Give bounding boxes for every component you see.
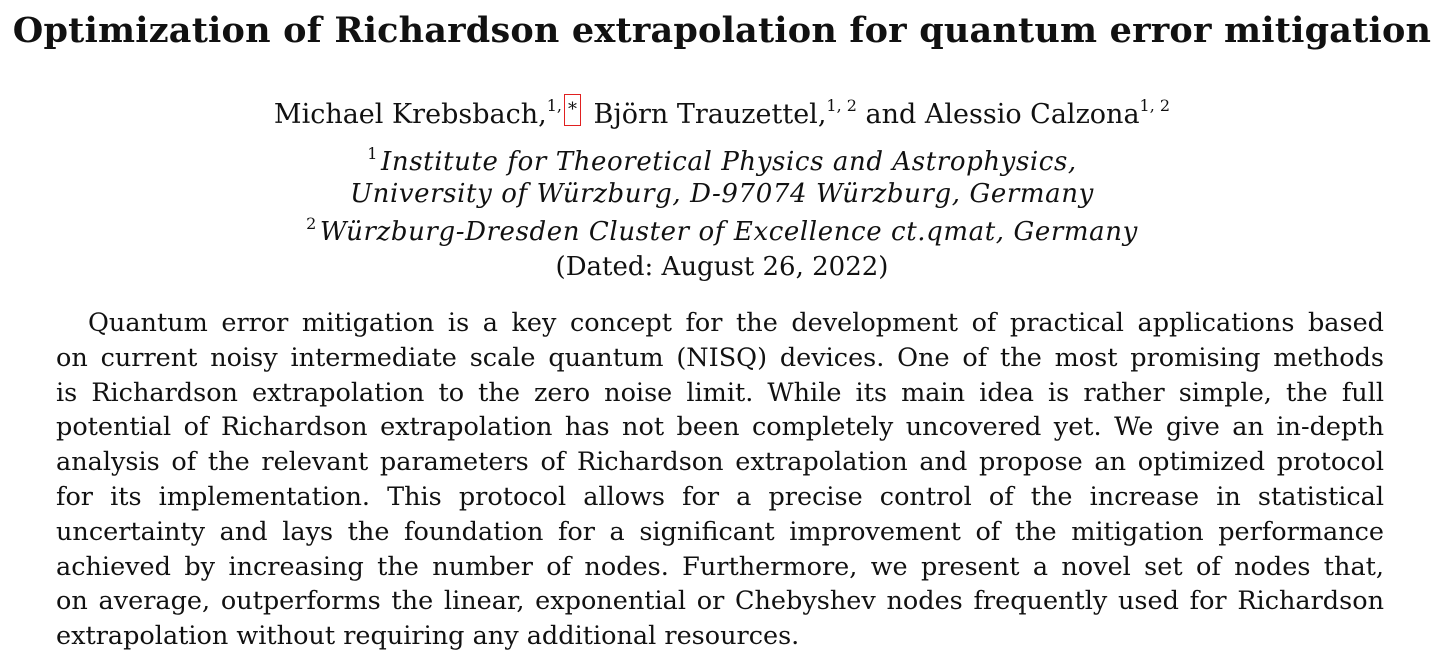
affiliation-text: Institute for Theoretical Physics and As… [380, 147, 1077, 177]
abstract-line: potential of Richardson extrapolation ha… [56, 412, 1384, 443]
abstract-line: uncertainty and lays the foundation for … [56, 516, 1384, 547]
affiliation-line: 1 Institute for Theoretical Physics and A… [0, 144, 1444, 177]
footnote-link[interactable]: * [563, 94, 581, 126]
author-list: Michael Krebsbach,1, * Björn Trauzettel,1… [0, 94, 1444, 130]
abstract-line: is Richardson extrapolation to the zero … [56, 377, 1384, 408]
author-affil-marks: 1, [546, 96, 562, 115]
author-affil-marks: 1, 2 [826, 96, 857, 115]
author-name: Michael Krebsbach, [273, 99, 547, 130]
affiliation-text: University of Würzburg, D-97074 Würzburg… [350, 179, 1094, 209]
affiliation-text: Würzburg-Dresden Cluster of Excellence c… [319, 217, 1138, 247]
dated-line: (Dated: August 26, 2022) [555, 252, 889, 282]
abstract-line: on current noisy intermediate scale quan… [56, 342, 1384, 373]
paper-title: Optimization of Richardson extrapolation… [12, 10, 1432, 51]
abstract-line: extrapolation without requiring any addi… [56, 621, 800, 652]
abstract-line: analysis of the relevant parameters of R… [56, 447, 1384, 478]
affiliation-mark: 2 [306, 214, 317, 233]
author-affil-marks: 1, 2 [1139, 96, 1171, 115]
author-name: Björn Trauzettel, [593, 99, 827, 130]
abstract-line: for its implementation. This protocol al… [56, 481, 1384, 512]
author-name: and Alessio Calzona [865, 99, 1140, 130]
abstract-line: Quantum error mitigation is a key concep… [88, 308, 1384, 338]
abstract-line: on average, outperforms the linear, expo… [56, 586, 1384, 617]
affiliation-line: University of Würzburg, D-97074 Würzburg… [0, 179, 1444, 209]
affiliation-line: 2 Würzburg-Dresden Cluster of Excellence … [0, 214, 1444, 247]
affiliation-mark: 1 [367, 144, 378, 163]
abstract: Quantum error mitigation is a key concep… [56, 306, 1384, 654]
abstract-line: achieved by increasing the number of nod… [56, 551, 1384, 582]
